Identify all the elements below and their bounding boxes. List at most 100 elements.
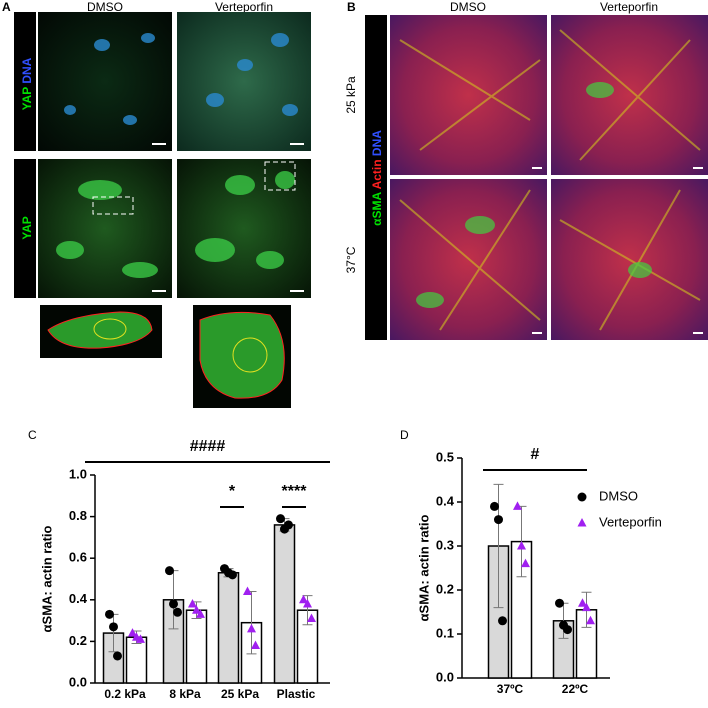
y-axis-title: αSMA: actin ratio [39,525,54,632]
data-point [165,566,174,576]
x-tick-label: 25 kPa [221,687,259,701]
data-point [563,625,572,635]
sma-cells [416,82,652,308]
data-point [299,594,308,604]
zoom-box [264,161,296,191]
data-point [284,520,293,530]
data-point [196,609,205,618]
stain-label: DNA [20,57,34,83]
column-label: DMSO [450,0,486,14]
data-point [513,501,522,510]
data-point [169,599,178,609]
nuclei [64,33,298,125]
label-strip [365,15,387,340]
stain-labels: αSMA Actin DNA [370,130,384,226]
fibers [399,29,701,331]
data-point [498,616,507,626]
data-point [173,607,182,617]
cells [56,171,295,278]
scale-bars [532,167,703,334]
data-point [490,501,499,511]
data-point [109,622,118,632]
panel-label: A [2,0,11,14]
significance-label: * [229,483,236,500]
cell-outline [199,311,285,399]
data-point [582,602,591,612]
significance-label: # [531,446,540,463]
x-tick-label: 37ºC [497,682,524,696]
legend-label: Verteporfin [599,514,662,529]
row-label: 37°C [344,246,358,273]
micrograph [38,159,172,298]
stain-label: αSMA [370,192,384,226]
x-tick-label: Plastic [277,687,316,701]
bar [185,609,208,684]
y-axis-title: αSMA: actin ratio [416,514,431,621]
data-point [243,586,252,595]
legend-marker [577,492,587,502]
x-tick-label: 8 kPa [169,687,201,701]
y-tick-label: 0.1 [436,625,454,640]
stain-label: DNA [370,130,384,156]
data-point [188,598,197,608]
micrograph [390,15,547,175]
zoom-box [92,196,134,215]
column-label: DMSO [87,0,123,14]
data-point [303,598,312,608]
bar [273,524,296,684]
legend-marker [577,518,587,527]
legend-label: DMSO [599,488,638,503]
y-tick-label: 0.6 [69,550,87,565]
bar [217,572,240,684]
significance-label: #### [190,438,226,455]
cell-outline [47,311,153,349]
stain-label: Actin [370,159,384,189]
stain-label: YAP [20,87,34,111]
data-point [555,598,564,608]
micrograph [551,15,708,175]
nucleus-outline [93,318,127,340]
significance-label: **** [282,483,308,500]
y-tick-label: 0.0 [69,674,87,689]
micrograph [177,12,311,151]
y-tick-label: 0.8 [69,508,87,523]
stain-label: YAP [20,216,34,240]
column-label: Verteporfin [600,0,658,14]
data-point [494,515,503,525]
data-point [128,628,137,637]
x-tick-label: 0.2 kPa [104,687,146,701]
data-point [192,605,201,614]
label-strip [14,159,36,298]
y-tick-label: 0.4 [69,591,88,606]
y-tick-label: 0.2 [436,581,454,596]
y-tick-label: 1.0 [69,466,87,481]
data-point [247,623,256,633]
label-strip [14,12,36,151]
data-point [307,613,316,623]
column-label: Verteporfin [215,0,273,14]
row-label: 25 kPa [344,76,358,114]
panel-label: B [347,0,356,14]
panel-label: C [28,428,37,442]
x-tick-label: 22ºC [562,682,589,696]
y-tick-label: 0.0 [436,669,454,684]
bar [125,636,148,684]
data-point [578,598,587,607]
y-tick-label: 0.4 [436,493,455,508]
data-point [251,640,260,650]
data-point [105,609,114,619]
data-point [586,615,595,625]
data-point [113,651,122,661]
y-tick-label: 0.2 [69,633,87,648]
data-point [276,514,285,524]
stain-labels: YAP DNA [20,57,34,110]
data-point [136,634,145,643]
data-point [517,541,526,550]
y-tick-label: 0.5 [436,449,454,464]
panel-label: D [400,428,409,442]
nucleus-outline [232,337,268,373]
y-tick-label: 0.3 [436,537,454,552]
micrograph [38,12,172,151]
